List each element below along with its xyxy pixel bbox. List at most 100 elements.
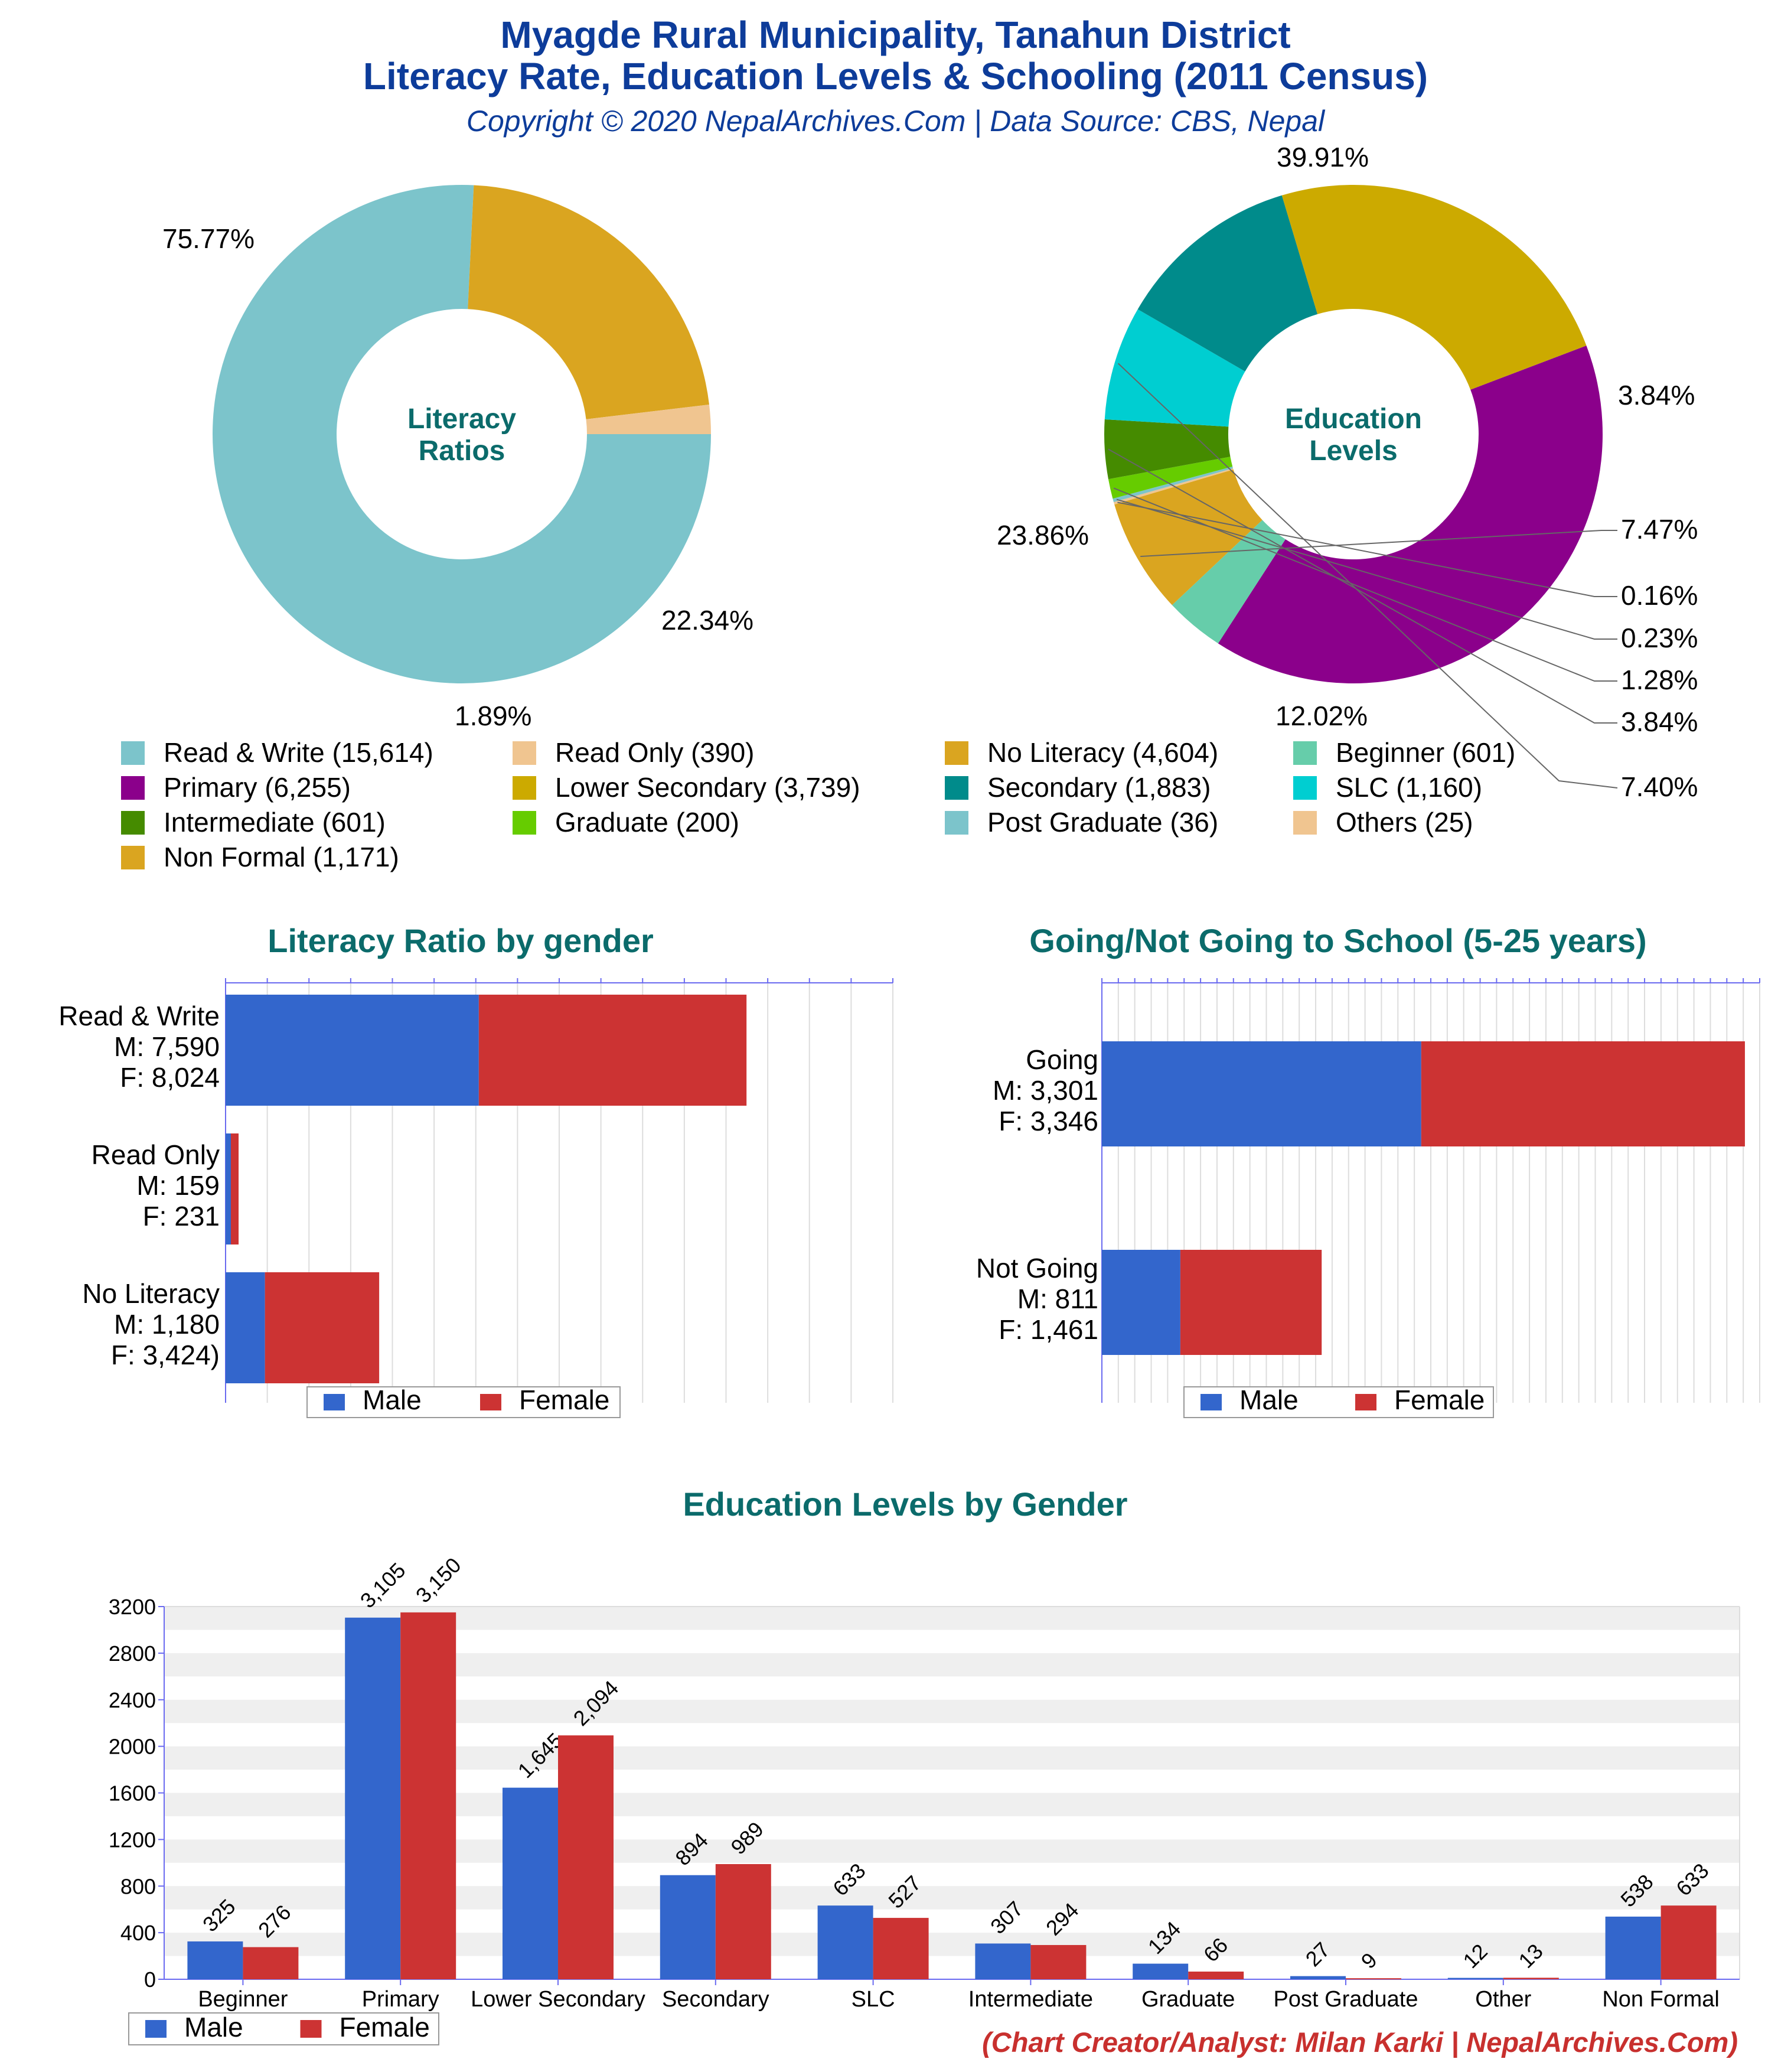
y-tick-label: 3200	[109, 1595, 156, 1619]
credit-line: (Chart Creator/Analyst: Milan Karki | Ne…	[982, 2027, 1738, 2058]
page-title-line1: Myagde Rural Municipality, Tanahun Distr…	[500, 14, 1291, 56]
legend-label-male: Male	[1239, 1384, 1299, 1415]
chart-title: Education Levels by Gender	[683, 1485, 1127, 1523]
pie-leader-line	[1140, 530, 1617, 558]
pie-percent-label: 1.28%	[1621, 664, 1698, 695]
bar-female-going	[1421, 1041, 1745, 1146]
bar-female-not-going	[1180, 1250, 1322, 1355]
legend-label-non-formal-1-171: Non Formal (1,171)	[164, 842, 399, 872]
legend-swatch-beginner-601	[1293, 741, 1317, 765]
x-tick-label: SLC	[852, 1987, 895, 2012]
legend-label-female: Female	[340, 2012, 430, 2042]
pie-leader-line	[1117, 363, 1618, 789]
legend-swatch-intermediate-601	[121, 811, 145, 835]
legend-swatch-read-only-390	[513, 741, 536, 765]
legend-label-no-literacy-4-604: No Literacy (4,604)	[987, 737, 1218, 768]
bar-female-primary	[400, 1612, 456, 1979]
category-label: Read & Write	[58, 1001, 220, 1031]
legend-label-male: Male	[184, 2012, 243, 2042]
x-tick-label: Post Graduate	[1273, 1987, 1418, 2012]
category-label: No Literacy	[82, 1278, 220, 1309]
chart-title: Literacy Ratio by gender	[267, 922, 654, 959]
bar-male-going	[1102, 1041, 1421, 1146]
bar-female-graduate	[1188, 1971, 1244, 1979]
category-label: Not Going	[976, 1253, 1098, 1283]
male-value-label: M: 7,590	[114, 1031, 220, 1062]
bar-male-read-write	[226, 995, 479, 1106]
y-tick-label: 1600	[109, 1781, 156, 1806]
bar-female-other	[1503, 1977, 1559, 1979]
y-tick-label: 0	[144, 1967, 156, 1992]
bar-male-secondary	[660, 1875, 716, 1979]
pie-slice-read-write	[213, 184, 711, 683]
legend-swatch-read-write-15-614	[121, 741, 145, 765]
legend-box	[306, 1386, 621, 1418]
legend-label-secondary-1-883: Secondary (1,883)	[987, 772, 1211, 803]
x-tick-label: Intermediate	[968, 1987, 1093, 2012]
pie-percent-label: 3.84%	[1618, 380, 1695, 411]
bar-female-post-graduate	[1346, 1978, 1401, 1980]
y-tick-label: 2400	[109, 1688, 156, 1712]
pie-slice-beginner	[1172, 520, 1286, 644]
pie-percent-label: 75.77%	[162, 223, 255, 254]
bar-female-non-formal	[1660, 1905, 1717, 1979]
pie-slice-slc	[1104, 309, 1245, 427]
pie-leader-line	[1117, 501, 1617, 597]
pie-slice-no-literacy	[468, 185, 710, 419]
bar-female-read-write	[478, 995, 747, 1106]
x-tick-label: Other	[1475, 1987, 1531, 2012]
legend-label-female: Female	[1394, 1384, 1485, 1415]
legend-swatch-female	[480, 1394, 501, 1410]
bar-female-slc	[873, 1918, 929, 1979]
data-label: 894	[670, 1828, 712, 1870]
legend-label-primary-6-255: Primary (6,255)	[164, 772, 351, 803]
legend-swatch-male	[1200, 1394, 1222, 1410]
bar-female-intermediate	[1030, 1945, 1087, 1979]
y-tick-label: 2000	[109, 1735, 156, 1759]
legend-label-male: Male	[363, 1384, 422, 1415]
pie-percent-label: 1.89%	[455, 701, 531, 731]
legend-label-slc-1-160: SLC (1,160)	[1336, 772, 1482, 803]
bar-female-beginner	[243, 1947, 299, 1979]
pie-slice-post-graduate	[1113, 466, 1234, 503]
y-tick-label: 1200	[109, 1827, 156, 1852]
bar-male-non-formal	[1605, 1916, 1661, 1979]
pie-center-label: Literacy	[407, 403, 516, 435]
pie-percent-label: 7.47%	[1621, 514, 1698, 545]
pie-leader-line	[1113, 487, 1617, 682]
male-value-label: M: 3,301	[993, 1075, 1098, 1106]
legend-label-beginner-601: Beginner (601)	[1336, 737, 1515, 768]
legend-swatch-slc-1-160	[1293, 776, 1317, 800]
x-tick-label: Secondary	[662, 1987, 769, 2012]
legend-swatch-post-graduate-36	[945, 811, 968, 835]
bar-male-intermediate	[975, 1943, 1031, 1979]
legend-box	[128, 2012, 439, 2045]
legend-swatch-male	[324, 1394, 345, 1410]
pie-slice-primary	[1218, 346, 1603, 683]
legend-swatch-lower-secondary-3-739	[513, 776, 536, 800]
x-tick-label: Graduate	[1141, 1987, 1235, 2012]
legend-swatch-graduate-200	[513, 811, 536, 835]
bar-male-beginner	[187, 1941, 243, 1979]
pie-leader-line	[1108, 448, 1617, 724]
legend-label-female: Female	[519, 1384, 609, 1415]
bar-male-not-going	[1102, 1250, 1180, 1355]
legend-label-read-only-390: Read Only (390)	[555, 737, 755, 768]
male-value-label: M: 159	[136, 1170, 220, 1201]
y-tick-label: 800	[120, 1874, 156, 1898]
pie-slice-read-only	[586, 404, 711, 434]
female-value-label: F: 3,424)	[111, 1340, 220, 1370]
pie-percent-label: 22.34%	[661, 605, 753, 636]
bar-male-graduate	[1133, 1963, 1189, 1979]
category-label: Read Only	[92, 1139, 220, 1170]
pie-leader-line	[1116, 499, 1617, 640]
legend-swatch-secondary-1-883	[945, 776, 968, 800]
legend-box	[1183, 1386, 1494, 1418]
legend-swatch-others-25	[1293, 811, 1317, 835]
pie-percent-label: 3.84%	[1621, 706, 1698, 737]
bar-male-lower-secondary	[503, 1787, 558, 1979]
legend-label-graduate-200: Graduate (200)	[555, 807, 739, 838]
data-label: 3,150	[411, 1553, 466, 1608]
pie-center-label: Education	[1285, 403, 1422, 435]
